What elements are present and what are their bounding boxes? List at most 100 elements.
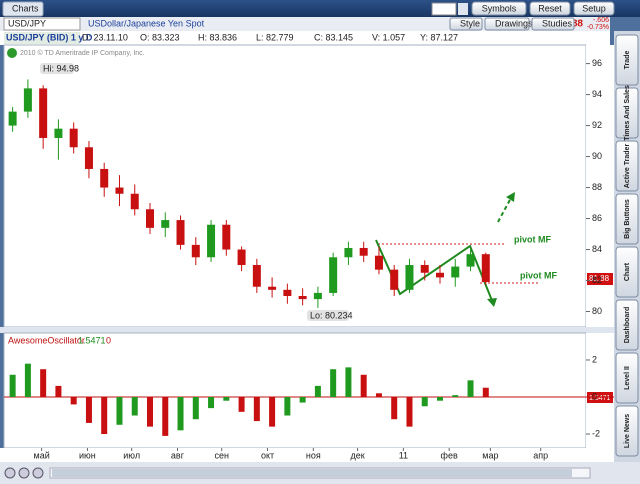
osc-bar [40,369,47,397]
info-chip [4,32,80,44]
side-tab[interactable] [615,299,639,351]
candle-body [207,224,216,258]
trend-line [375,239,494,304]
field[interactable] [431,2,457,16]
button[interactable] [471,1,527,16]
side-tab-label: Dashboard [624,307,631,344]
osc-bar [238,397,245,412]
osc-bar [9,374,16,397]
side-tab[interactable] [615,246,639,298]
osc-bar [147,397,153,427]
button[interactable] [573,1,615,16]
side-tab[interactable] [615,405,639,457]
side-tab[interactable] [615,87,639,139]
osc-bar [467,380,474,397]
osc-bar [482,387,489,397]
tool-button[interactable] [531,17,575,31]
button-label: Setup [582,3,606,13]
candle-body [298,296,307,300]
y-tick-label: 94 [592,89,602,99]
osc-bar [330,369,337,397]
candle-body [252,265,261,287]
candle-body [8,111,17,126]
osc-bar [55,385,62,397]
button[interactable] [529,1,571,16]
zoom-out[interactable] [18,467,30,479]
candle-body [191,244,200,258]
osc-bar [253,397,260,422]
y-tick-label: 88 [592,182,602,192]
side-tab-label: Chart [624,262,631,281]
dropdown[interactable] [458,3,468,15]
button-label: Reset [538,3,562,13]
side-tab[interactable] [615,352,639,404]
tool-label: Drawings [495,18,533,28]
side-tab-label: Live News [624,414,631,448]
candle-body [283,289,292,297]
tool-button[interactable] [484,17,530,31]
osc-bar [360,374,367,397]
info-row [0,31,610,45]
candle-body [146,209,154,228]
time-axis [0,448,614,462]
y-tick-label: 96 [592,58,602,68]
info-item: L: 82.779 [256,32,294,42]
x-tick-label: июн [79,450,96,460]
tool-button[interactable] [449,17,483,31]
candle-body [344,247,353,258]
osc-readout: 1.5471 [78,335,106,345]
osc-bar [452,395,459,397]
osc-bar [192,397,199,420]
hi-label: Hi: 94.98 [43,63,79,73]
pivot-label: pivot MF [520,270,557,280]
candle-body [390,269,399,290]
candle-body [481,254,490,283]
last-price: 81.88 [589,274,610,283]
candle-body [69,128,78,148]
y-tick-label: 80 [592,306,602,316]
arrow-head [487,298,497,307]
symbol: USD/JPY [8,18,46,28]
symbol-input[interactable] [3,17,81,31]
y-tick-label: 82 [592,275,602,285]
y-tick-label: 86 [592,213,602,223]
change-pct: -0.73% [587,24,609,31]
side-tab[interactable] [615,193,639,245]
candle-body [23,88,32,112]
candle-body [115,187,124,194]
candle-body [329,257,338,293]
tab[interactable] [2,1,44,17]
osc-last: 1.5471 [589,395,611,402]
lo-box [307,310,349,321]
side-tab[interactable] [615,140,639,192]
scroll-thumb[interactable] [52,469,572,477]
osc-title: AwesomeOscillator [8,335,85,345]
osc-bar [85,397,92,423]
candle-body [130,193,139,210]
candle-body [100,168,109,188]
osc-bar [314,385,321,397]
side-tab[interactable] [615,34,639,86]
info-item: USD/JPY (BID) 1 y D [6,32,93,42]
description: USDollar/Japanese Yen Spot [88,18,205,28]
x-tick-label: 11 [399,450,408,460]
osc-bar [116,397,123,425]
candle-body [268,286,277,290]
candle-body [451,266,460,278]
logo [7,48,17,58]
arrow-up [497,195,513,223]
osc-bar [208,397,215,409]
zoom-in[interactable] [4,467,16,479]
x-tick-label: июл [123,450,140,460]
tab-label: Charts [12,3,39,13]
osc-bar [177,397,184,431]
osc-bar [162,397,169,436]
candle-body [222,224,231,250]
side-tab-label: Big Buttons [624,199,631,239]
osc-bar [284,397,291,416]
osc-bar [101,397,108,435]
osc-bar [406,397,413,427]
button-label: Symbols [482,3,517,13]
zoom-fit[interactable] [32,467,44,479]
